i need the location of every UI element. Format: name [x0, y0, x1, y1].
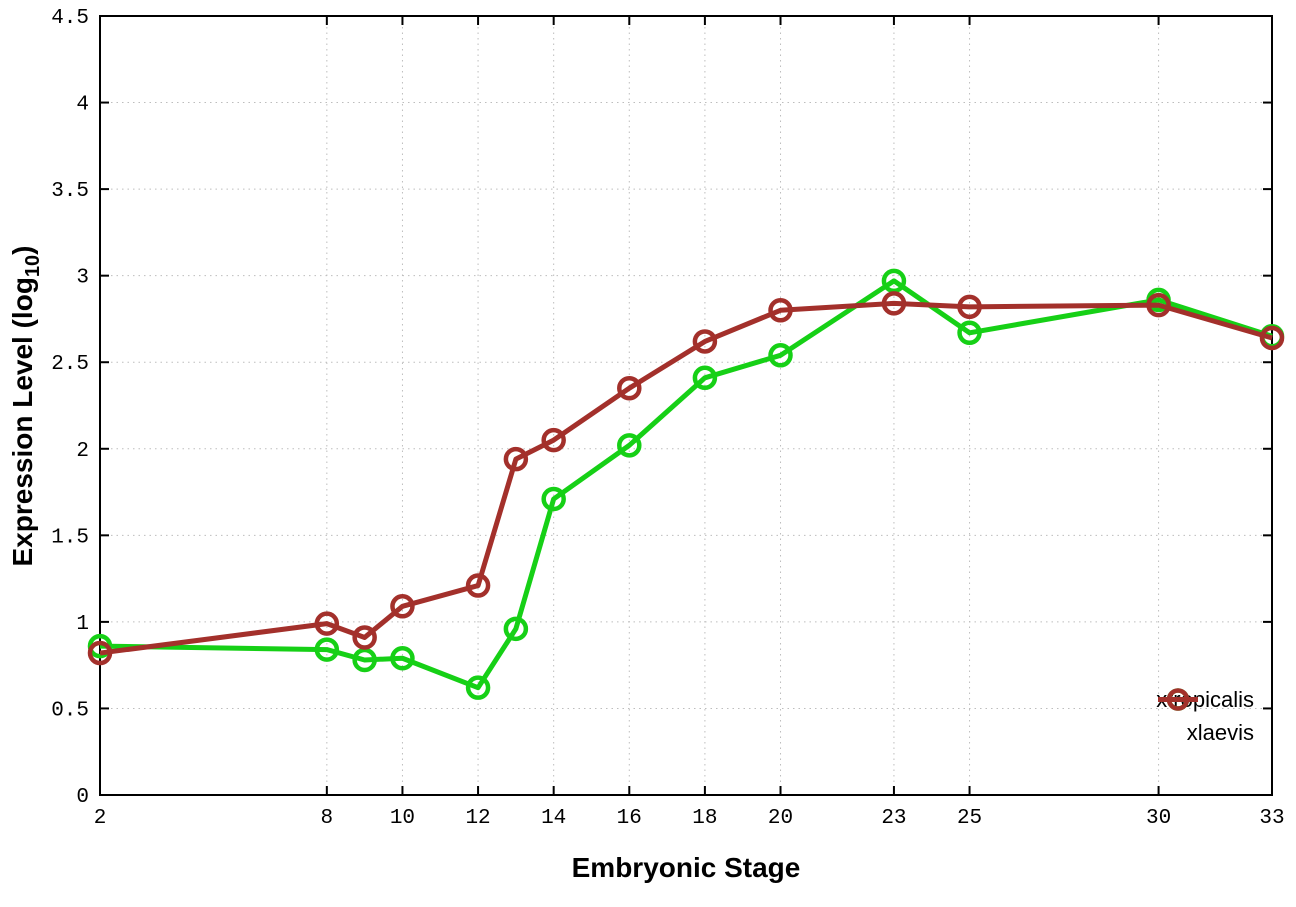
y-axis-title-subscript: 10 [21, 254, 44, 278]
data-point-xlaevis [465, 573, 491, 598]
data-point-xtropicalis [617, 433, 642, 458]
data-point-xlaevis [314, 611, 340, 636]
x-tick-label: 16 [617, 807, 642, 830]
y-axis-title-close: ) [7, 245, 39, 255]
data-point-xtropicalis [768, 343, 793, 368]
legend: xtropicalis xlaevis [1156, 686, 1262, 746]
data-point-xtropicalis [692, 365, 718, 391]
data-point-xtropicalis [957, 320, 982, 346]
x-axis-title: Embryonic Stage [571, 852, 801, 883]
x-tick-label: 12 [465, 807, 490, 830]
y-tick-label: 3 [76, 267, 89, 290]
y-tick-label: 4.5 [51, 7, 89, 30]
data-point-xtropicalis [314, 637, 340, 662]
data-point-xlaevis [541, 427, 566, 453]
x-tick-label: 2 [94, 807, 107, 830]
data-point-xlaevis [1259, 325, 1285, 351]
y-tick-label: 0.5 [51, 699, 89, 722]
x-tick-label: 8 [321, 807, 334, 830]
x-tick-label: 20 [768, 807, 793, 830]
data-point-xlaevis [881, 291, 907, 316]
data-point-xlaevis [692, 329, 718, 354]
y-axis-title: Expression Level (log10) [7, 246, 45, 567]
legend-sample-icon-xlaevis [1158, 688, 1199, 711]
series-line-xlaevis [99, 300, 1273, 656]
y-tick-label: 3.5 [51, 180, 89, 203]
y-axis-title-main: Expression Level (log [7, 277, 39, 567]
data-point-xlaevis [957, 294, 982, 320]
y-tick-label: 2.5 [51, 353, 89, 376]
x-tick-label: 14 [541, 807, 566, 830]
y-tick-label: 4 [76, 94, 89, 117]
y-tick-label: 2 [76, 440, 89, 463]
x-tick-label: 30 [1146, 807, 1171, 830]
data-point-xlaevis [390, 594, 415, 619]
data-point-xlaevis [768, 298, 793, 323]
data-point-xtropicalis [881, 268, 907, 294]
data-point-xtropicalis [465, 675, 491, 700]
y-tick-label: 1 [76, 613, 89, 636]
data-point-xlaevis [352, 625, 377, 650]
y-tick-label: 0 [76, 786, 89, 809]
y-tick-label: 1.5 [51, 526, 89, 549]
legend-entry-xlaevis: xlaevis [1158, 688, 1262, 746]
data-point-xtropicalis [541, 486, 566, 512]
data-point-xlaevis [503, 446, 529, 472]
series-line-xtropicalis [99, 278, 1273, 691]
data-point-xtropicalis [503, 616, 529, 642]
x-tick-label: 23 [881, 807, 906, 830]
x-tick-label: 33 [1259, 807, 1284, 830]
x-tick-label: 18 [692, 807, 717, 830]
x-tick-label: 25 [957, 807, 982, 830]
data-point-xlaevis [1146, 292, 1171, 318]
data-point-xlaevis [87, 640, 113, 666]
legend-label-xlaevis: xlaevis [1186, 720, 1254, 745]
data-point-xtropicalis [390, 645, 415, 671]
data-point-xtropicalis [352, 647, 377, 673]
x-tick-label: 10 [390, 807, 415, 830]
plot-border [99, 15, 1273, 796]
data-point-xlaevis [617, 375, 642, 401]
